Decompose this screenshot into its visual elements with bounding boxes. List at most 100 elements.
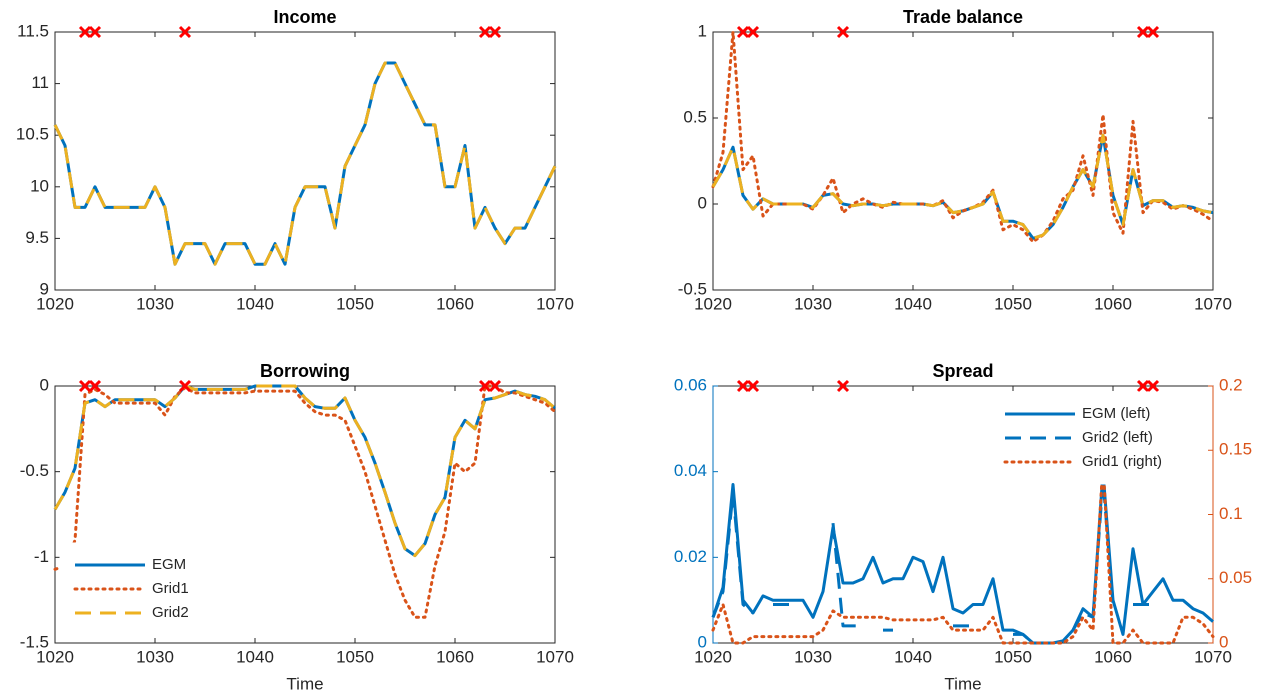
crisis-marker-stroke [478,25,492,39]
crisis-marker-stroke [836,379,850,393]
y2-tick-label: 0.2 [1219,375,1243,394]
legend: EGM Grid1 Grid2 [59,542,226,636]
crisis-marker [88,25,102,39]
y-tick-label: 0.06 [674,375,707,394]
x-tick-label: 1030 [136,647,174,666]
legend-box [989,391,1206,485]
crisis-marker-stroke [736,379,750,393]
crisis-marker-stroke [1146,25,1160,39]
x-tick-label: 1040 [236,294,274,313]
x-tick-label: 1040 [894,294,932,313]
x-tick-label: 1040 [236,647,274,666]
chart-title: Income [273,7,336,27]
y2-tick-label: 0.05 [1219,568,1252,587]
series-line [53,61,557,266]
y-tick-label: 0 [698,632,707,651]
crisis-marker-stroke [88,379,102,393]
y-tick-label: 0 [40,375,49,394]
plot-area [54,31,556,291]
y-tick-label: -1.5 [20,632,49,651]
y2-tick-label: 0 [1219,632,1228,651]
plot-area [712,31,1214,291]
crisis-marker [736,379,750,393]
crisis-marker [488,25,502,39]
y-tick-label: -0.5 [678,279,707,298]
series-line [53,384,556,558]
legend-label: Grid2 (left) [1082,429,1153,446]
y-tick-label: 0.5 [683,107,707,126]
y-tick-label: -1 [34,547,49,566]
crisis-marker-stroke [178,379,192,393]
x-tick-label: 1020 [694,294,732,313]
x-tick-label: 1030 [794,647,832,666]
crisis-marker [836,25,850,39]
crisis-marker [836,379,850,393]
series-line [711,133,1214,240]
crisis-marker [478,25,492,39]
legend-label: EGM [152,556,186,573]
crisis-marker [478,379,492,393]
chart-title: Borrowing [260,361,350,381]
crisis-marker [488,379,502,393]
y-tick-label: 1 [698,21,707,40]
crisis-marker-stroke [746,25,760,39]
y-tick-label: 0.04 [674,461,707,480]
y-tick-label: 9.5 [25,228,49,247]
crisis-marker-stroke [178,25,192,39]
crisis-marker [736,25,750,39]
crisis-marker [1136,25,1150,39]
chart-title: Trade balance [903,7,1023,27]
crisis-marker-stroke [78,379,92,393]
legend-label: Grid1 (right) [1082,453,1162,470]
crisis-marker [78,379,92,393]
x-tick-label: 1070 [536,647,574,666]
x-tick-label: 1060 [436,294,474,313]
crisis-marker [1146,379,1160,393]
x-tick-label: 1020 [36,647,74,666]
crisis-marker-stroke [78,25,92,39]
legend: EGM (left) Grid2 (left) Grid1 (right) [989,391,1206,485]
x-tick-label: 1070 [1194,294,1232,313]
x-axis-label: Time [944,674,981,693]
crisis-marker-stroke [478,379,492,393]
legend-label: EGM (left) [1082,405,1150,422]
crisis-marker [1146,25,1160,39]
crisis-marker-stroke [736,25,750,39]
crisis-marker-stroke [88,25,102,39]
crisis-marker [746,25,760,39]
series-line [711,470,1214,645]
y-tick-label: -0.5 [20,461,49,480]
series-line [711,461,1215,645]
x-tick-label: 1050 [994,647,1032,666]
legend-label: Grid2 [152,604,189,621]
y-tick-label: 10.5 [16,125,49,144]
crisis-marker [178,379,192,393]
crisis-marker [88,379,102,393]
crisis-marker-stroke [746,379,760,393]
x-tick-label: 1020 [36,294,74,313]
crisis-marker-stroke [1136,25,1150,39]
crisis-marker-stroke [488,25,502,39]
crisis-marker [746,379,760,393]
crisis-marker-stroke [1146,379,1160,393]
y-tick-label: 10 [30,176,49,195]
series-line [53,384,557,619]
crisis-marker-stroke [1136,379,1150,393]
x-tick-label: 1030 [794,294,832,313]
x-tick-label: 1070 [1194,647,1232,666]
x-tick-label: 1030 [136,294,174,313]
y2-tick-label: 0.1 [1219,504,1243,523]
y-tick-label: 9 [40,279,49,298]
x-tick-label: 1020 [694,647,732,666]
x-tick-label: 1060 [1094,294,1132,313]
y-tick-label: 0 [698,193,707,212]
x-tick-label: 1050 [336,294,374,313]
x-tick-label: 1060 [436,647,474,666]
crisis-marker [78,25,92,39]
y-tick-label: 0.02 [674,547,707,566]
chart-title: Spread [932,361,993,381]
crisis-marker-stroke [488,379,502,393]
y2-tick-label: 0.15 [1219,440,1252,459]
x-tick-label: 1040 [894,647,932,666]
